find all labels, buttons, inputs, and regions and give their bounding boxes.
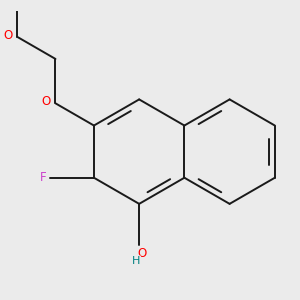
Text: O: O <box>41 95 51 108</box>
Text: O: O <box>3 28 12 42</box>
Text: O: O <box>138 247 147 260</box>
Text: H: H <box>132 256 140 266</box>
Text: F: F <box>40 171 46 184</box>
